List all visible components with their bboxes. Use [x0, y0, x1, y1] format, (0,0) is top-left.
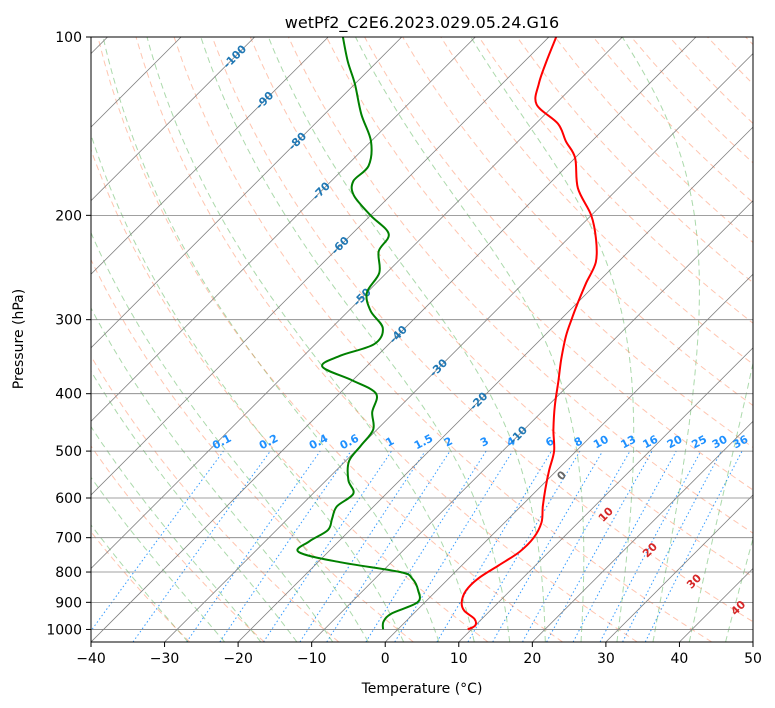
dry-adiabat-line [91, 258, 414, 642]
x-tick-label: −10 [297, 651, 327, 667]
mixing-ratio-line [219, 450, 352, 642]
x-tick-label: −40 [76, 651, 106, 667]
mixing-ratio-label: 25 [689, 433, 709, 452]
isotherm-line [311, 200, 753, 642]
isotherm-line [532, 420, 753, 642]
y-tick-label: 100 [55, 30, 82, 46]
moist-adiabat-line [91, 524, 189, 642]
moist-adiabat-line [91, 370, 298, 642]
x-tick-label: 50 [744, 651, 762, 667]
y-tick-label: 600 [55, 491, 82, 507]
mixing-ratio-label: 16 [641, 432, 661, 451]
y-tick-label: 700 [55, 531, 82, 547]
dewpoint-line [296, 37, 421, 630]
isotherm-line [91, 37, 697, 642]
mixing-ratio-line [546, 450, 653, 642]
mixing-ratio-label: 20 [665, 432, 685, 451]
temperature-line [460, 37, 598, 631]
x-tick-label: −20 [223, 651, 253, 667]
mixing-ratio-line [326, 450, 451, 642]
y-tick-label: 200 [55, 208, 82, 224]
mixing-ratio-label: 30 [710, 433, 730, 452]
mixing-ratio-line [644, 450, 743, 642]
x-tick-label: 40 [671, 651, 689, 667]
y-tick-label: 500 [55, 444, 82, 460]
mixing-ratio-line [572, 450, 677, 642]
y-tick-label: 400 [55, 387, 82, 403]
y-tick-label: 300 [55, 313, 82, 329]
isotherm-line [91, 37, 329, 275]
chart-title: wetPf2_C2E6.2023.029.05.24.G16 [285, 13, 559, 33]
mixing-ratio-line [132, 450, 271, 642]
x-tick-label: 0 [381, 651, 390, 667]
dry-adiabat-line [91, 445, 265, 642]
isobar-gridlines [91, 37, 753, 630]
dry-adiabat-line [287, 37, 753, 534]
isotherm-line [91, 37, 476, 422]
mixing-ratio-label: 10 [591, 433, 611, 452]
axes: −40 −30 −20 −10 0 10 20 30 40 50 100 200 300 400 500 60… [46, 30, 762, 667]
moist-adiabat-line [91, 307, 334, 642]
moist-adiabat-line [102, 37, 440, 642]
dry-adiabat-line [135, 37, 638, 642]
plot-frame [90, 36, 754, 643]
mixing-ratio-line [91, 450, 224, 632]
moist-adiabat-line [146, 37, 475, 642]
isotherm-line [384, 273, 753, 642]
moist-adiabat-line [267, 37, 546, 642]
moist-adiabats [91, 37, 753, 642]
y-tick-label: 1000 [46, 622, 82, 638]
moist-adiabat-line [621, 37, 700, 642]
mixing-ratio-label: 13 [619, 433, 639, 452]
isotherm-line [237, 126, 753, 642]
moist-adiabat-line [355, 37, 585, 642]
dry-adiabat-line [211, 37, 753, 623]
isotherm-line [91, 37, 623, 570]
isotherm-line [605, 494, 753, 642]
mixing-ratio-line [394, 450, 514, 642]
moist-adiabat-line [688, 360, 753, 642]
mixing-ratio-label: 36 [731, 433, 751, 452]
moist-adiabat-line [91, 231, 369, 642]
dry-adiabat-line [173, 37, 713, 642]
moist-adiabat-line [725, 536, 753, 642]
moist-adiabat-line [470, 37, 635, 642]
y-axis-label: Pressure (hPa) [11, 289, 27, 389]
mixing-ratio-line [522, 450, 631, 642]
isotherm-line [91, 37, 255, 202]
x-tick-label: 10 [450, 651, 468, 667]
moist-adiabat-line [91, 133, 405, 642]
y-tick-label: 800 [55, 565, 82, 581]
dry-adiabat-line [97, 37, 563, 642]
mixing-ratio-line [186, 450, 321, 642]
mixing-ratio-line [263, 450, 392, 642]
dry-adiabat-line [91, 355, 340, 642]
isotherm-line [164, 52, 753, 642]
y-tick-label: 900 [55, 595, 82, 611]
x-tick-label: −30 [150, 651, 180, 667]
dry-adiabat-line [326, 37, 753, 491]
moist-adiabat-line [91, 425, 262, 642]
x-tick-label: 20 [523, 651, 541, 667]
moist-adiabat-line [91, 476, 225, 642]
isotherm-gridlines [91, 37, 753, 642]
isotherm-line [91, 37, 550, 496]
isotherm-line [458, 347, 753, 642]
dry-adiabats [91, 37, 753, 642]
x-axis-label: Temperature (°C) [361, 681, 483, 697]
x-tick-label: 30 [597, 651, 615, 667]
isotherm-line [91, 37, 403, 349]
moist-adiabat-line [200, 37, 511, 642]
dry-adiabat-line [249, 37, 753, 578]
